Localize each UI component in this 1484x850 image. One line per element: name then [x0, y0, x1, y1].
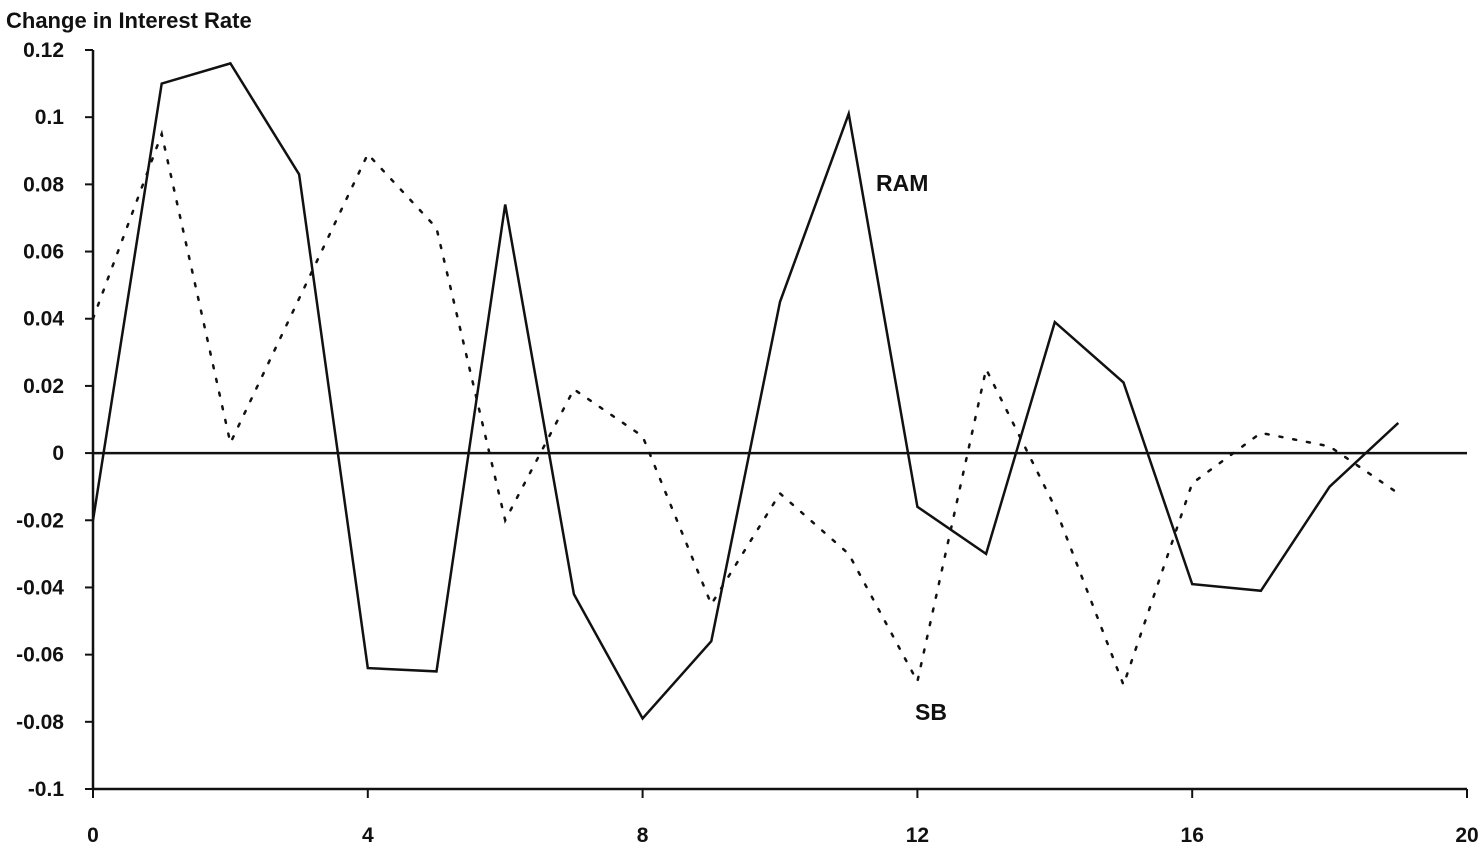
x-tick-label: 4	[362, 824, 374, 847]
y-tick-label: -0.06	[16, 644, 64, 667]
x-tick-label: 8	[637, 824, 649, 847]
y-tick-label: 0.02	[23, 375, 64, 398]
x-tick-label: 0	[87, 824, 99, 847]
x-tick-label: 16	[1181, 824, 1204, 847]
y-tick-label: 0	[52, 442, 64, 465]
chart-title: Change in Interest Rate	[6, 8, 252, 33]
series-line-sb	[91, 129, 1400, 689]
x-axis-tick-labels: 0 4 8 12 16 20	[87, 824, 1479, 847]
series-label-sb: SB	[915, 699, 947, 725]
series-line-ram	[91, 61, 1400, 721]
x-tick-label: 12	[906, 824, 929, 847]
y-tick-label: -0.1	[28, 778, 65, 801]
series-lines	[91, 61, 1400, 721]
y-tick-label: 0.08	[23, 173, 64, 196]
y-tick-label: 0.04	[23, 308, 64, 331]
axis-tick-marks	[85, 49, 1468, 798]
y-tick-label: -0.02	[16, 509, 64, 532]
y-tick-label: -0.04	[16, 576, 64, 599]
y-tick-label: 0.06	[23, 241, 64, 264]
y-tick-label: 0.12	[23, 39, 64, 62]
x-tick-label: 20	[1455, 824, 1478, 847]
y-tick-label: 0.1	[35, 106, 65, 129]
series-label-ram: RAM	[876, 170, 928, 196]
y-axis-tick-labels: 0.12 0.1 0.08 0.06 0.04 0.02 0 -0.02 -0.04 -0.06 -…	[16, 39, 64, 801]
y-tick-label: -0.08	[16, 711, 64, 734]
